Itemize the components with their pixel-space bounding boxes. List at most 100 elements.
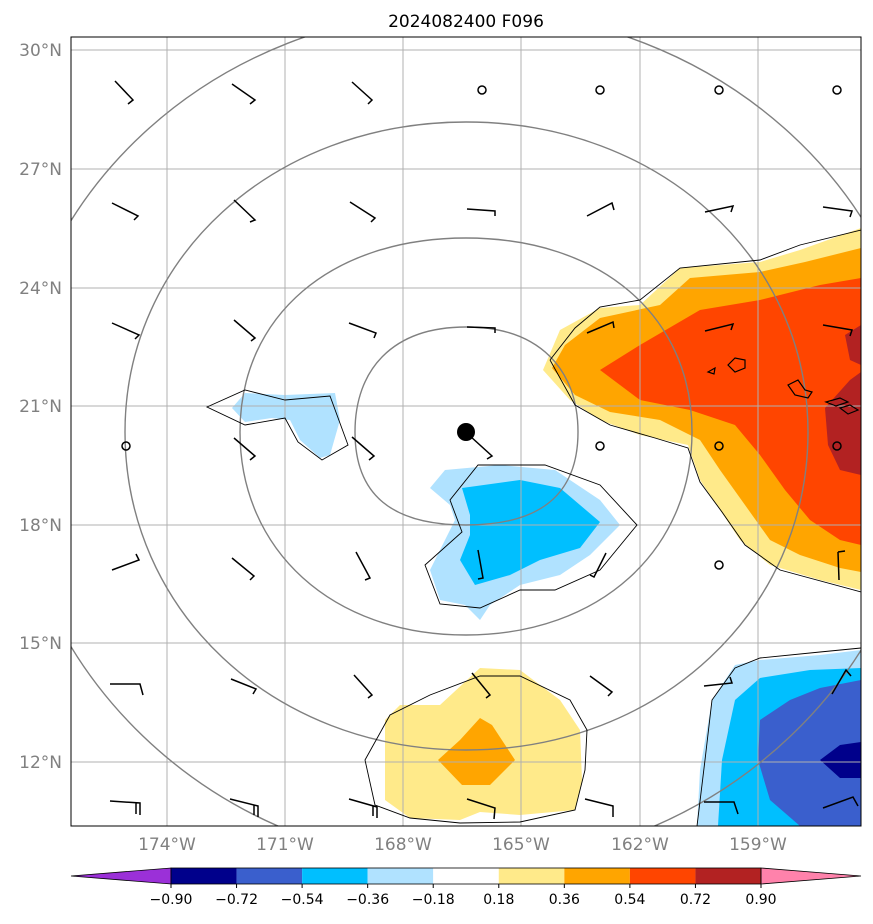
- calm-wind-marker: [477, 85, 487, 95]
- wind-barb: [355, 551, 372, 581]
- wind-barb: [111, 322, 141, 340]
- wind-barb: [466, 326, 496, 333]
- neg-anomaly-west: [232, 393, 340, 458]
- wind-barb: [704, 801, 739, 815]
- lon-label: 174°W: [138, 835, 196, 855]
- colorbar-tick-label: 0.54: [614, 892, 645, 908]
- calm-wind-marker: [832, 441, 842, 451]
- lat-label: 18°N: [19, 516, 62, 536]
- lat-label: 30°N: [19, 41, 62, 61]
- wind-barb: [229, 798, 259, 817]
- figure-title: 2024082400 F096: [388, 12, 544, 32]
- range-ring-3: [124, 121, 809, 751]
- lat-label: 15°N: [19, 634, 62, 654]
- wind-barb: [231, 83, 257, 105]
- colorbar-tick-label: 0.90: [745, 892, 776, 908]
- lon-label: 165°W: [492, 835, 550, 855]
- colorbar-segment: [302, 868, 368, 884]
- colorbar-tick-label: −0.54: [281, 892, 324, 908]
- wind-barb: [348, 322, 377, 339]
- wind-barb: [589, 675, 614, 697]
- wind-barb: [231, 557, 256, 581]
- lat-label: 21°N: [19, 397, 62, 417]
- calm-wind-marker: [595, 85, 605, 95]
- wind-barb: [114, 80, 135, 105]
- colorbar-extend-high: [760, 867, 862, 885]
- calm-wind-marker: [714, 441, 724, 451]
- wind-barb: [471, 672, 492, 699]
- colorbar-segment: [564, 868, 630, 884]
- calm-wind-marker: [832, 85, 842, 95]
- wind-barb: [466, 208, 496, 216]
- map-frame: [70, 36, 862, 827]
- wind-barb: [704, 322, 735, 332]
- wind-barb: [586, 201, 615, 217]
- wind-barb: [822, 206, 853, 218]
- wind-barb: [111, 202, 140, 221]
- colorbar-tick-label: −0.36: [346, 892, 389, 908]
- wind-barb: [831, 668, 852, 695]
- wind-barb: [469, 435, 494, 460]
- colorbar-segment: [171, 868, 237, 884]
- contour-outlines: [205, 229, 861, 826]
- lon-label: 168°W: [374, 835, 432, 855]
- wind-barb: [110, 683, 144, 696]
- neg-anomaly-se-blue: [758, 680, 861, 826]
- lat-label: 12°N: [19, 753, 62, 773]
- latitude-labels: 30°N 27°N 24°N 21°N 18°N 15°N 12°N: [19, 41, 62, 773]
- wind-barb: [703, 676, 734, 687]
- colorbar-segment: [433, 868, 499, 884]
- wind-barb: [233, 437, 257, 461]
- lat-label: 27°N: [19, 160, 62, 180]
- wind-barb: [109, 800, 141, 815]
- wind-barb: [822, 796, 859, 809]
- range-ring-2: [239, 237, 693, 636]
- range-ring-1: [354, 326, 579, 526]
- lon-label: 162°W: [611, 835, 669, 855]
- pos-anomaly-south-mid: [438, 718, 515, 785]
- range-rings: [71, 37, 861, 826]
- colorbar-tick-label: −0.18: [412, 892, 455, 908]
- colorbar-tick-label: 0.72: [680, 892, 711, 908]
- calm-wind-marker: [714, 560, 724, 570]
- lon-label: 171°W: [256, 835, 314, 855]
- wind-barb: [586, 320, 615, 334]
- wind-barb: [233, 319, 257, 342]
- wind-barbs: [109, 80, 859, 820]
- wind-barb: [351, 81, 374, 105]
- colorbar-segment: [498, 868, 565, 884]
- neg-anomaly-mid: [460, 480, 600, 585]
- pos-anomaly-east-darkred-2: [845, 325, 861, 365]
- wind-barb: [822, 324, 853, 337]
- colorbar-tick-label: 0.18: [483, 892, 514, 908]
- wind-barb: [351, 436, 376, 461]
- wind-barb: [584, 798, 614, 817]
- calm-wind-marker: [121, 441, 131, 451]
- colorbar-tick-label: −0.90: [150, 892, 193, 908]
- wind-barb: [348, 798, 378, 818]
- wind-barb: [589, 552, 607, 579]
- graticule: [71, 37, 861, 826]
- calm-wind-marker: [595, 441, 605, 451]
- wind-barb: [704, 204, 735, 213]
- colorbar-segment: [695, 868, 761, 884]
- wind-barb: [466, 798, 496, 820]
- neg-anomaly-se-navy: [820, 742, 861, 778]
- colorbar-border: [170, 867, 762, 885]
- colorbar-tick-label: 0.36: [549, 892, 580, 908]
- colorbar-segment: [629, 868, 696, 884]
- wind-barb: [230, 678, 258, 695]
- storm-center-marker: [457, 423, 475, 441]
- colorbar-extend-low: [70, 867, 172, 885]
- lat-label: 24°N: [19, 279, 62, 299]
- wind-barb: [111, 553, 141, 571]
- calm-wind-marker: [714, 85, 724, 95]
- colorbar-segment: [236, 868, 303, 884]
- colorbar-segment: [367, 868, 434, 884]
- colorbar: −0.90 −0.72 −0.54 −0.36 −0.18 0.18 0.36 0.54 0.7…: [70, 867, 862, 908]
- wind-barb: [233, 199, 257, 223]
- islands: [706, 357, 860, 415]
- wind-barb: [353, 674, 374, 699]
